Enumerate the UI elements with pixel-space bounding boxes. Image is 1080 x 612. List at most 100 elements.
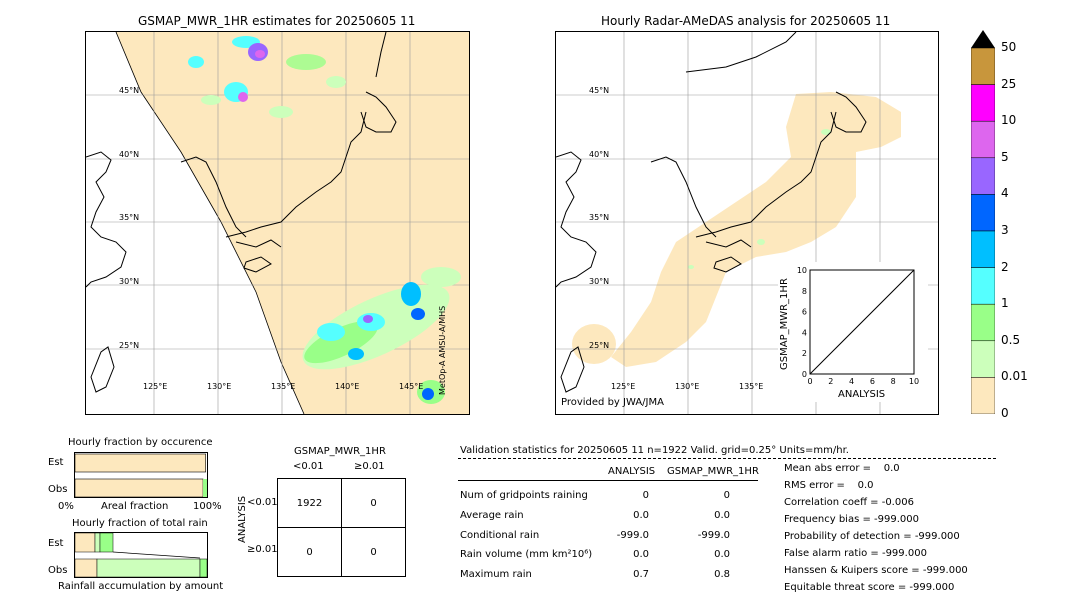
right-lon-130: 130°E <box>675 382 700 391</box>
swath-area <box>116 32 469 414</box>
left-map-title: GSMAP_MWR_1HR estimates for 20250605 11 <box>138 14 416 28</box>
scatter-x-tick: 4 <box>849 377 854 386</box>
colorbar-label: 50 <box>1001 40 1017 54</box>
left-lon-140: 140°E <box>335 382 360 391</box>
score-hk: Hanssen & Kuipers score = -999.000 <box>784 565 968 576</box>
scatter-y-tick: 0 <box>802 370 807 379</box>
colorbar-label: 4 <box>1001 186 1009 201</box>
colorbar-label: 2 <box>1001 259 1009 274</box>
colorbar-label: 3 <box>1001 223 1009 237</box>
score-ets: Equitable threat score = -999.000 <box>784 582 955 593</box>
scatter-plot: 0 2 4 6 8 10 0 2 4 6 8 10 <box>797 266 919 386</box>
colorbar-swatch <box>970 47 996 85</box>
contingency-col-ge: ≥0.01 <box>354 461 385 472</box>
colorbar <box>970 30 996 415</box>
validation-col-gsmap: GSMAP_MWR_1HR <box>667 466 759 477</box>
scatter-y-tick: 4 <box>802 328 807 337</box>
row-analysis: 0.0 <box>633 510 649 521</box>
occurrence-bar-obs-rain <box>203 479 207 497</box>
totalrain-connector <box>112 551 201 559</box>
contingency-row-lt: <0.01 <box>247 497 278 508</box>
scatter-xlabel: ANALYSIS <box>838 389 886 400</box>
totalrain-est-seg3 <box>99 532 114 553</box>
occurrence-chart <box>74 452 208 498</box>
left-map-side-note: MetOp-A AMSU-A/MHS <box>438 305 447 395</box>
row-label: Conditional rain <box>460 530 540 541</box>
validation-col-analysis: ANALYSIS <box>608 466 656 477</box>
totalrain-est-seg2 <box>94 532 101 553</box>
totalrain-chart <box>74 532 208 578</box>
right-lat-40: 40°N <box>589 150 610 159</box>
radar-coverage-south <box>572 324 616 364</box>
right-lat-35: 35°N <box>589 213 610 222</box>
row-analysis: 0 <box>642 490 649 501</box>
rain-south <box>302 267 461 404</box>
radar-coverage <box>611 92 901 367</box>
row-label: Rain volume (mm km²10⁶) <box>460 549 593 560</box>
totalrain-xlabel: Rainfall accumulation by amount <box>58 581 224 592</box>
left-map-canvas <box>86 32 469 414</box>
colorbar-swatch <box>970 340 996 378</box>
contingency-row-ge: ≥0.01 <box>247 544 278 555</box>
occurrence-bars <box>74 452 208 498</box>
row-label: Average rain <box>460 510 524 521</box>
colorbar-swatch <box>970 267 996 305</box>
scatter-ylabel: GSMAP_MWR_1HR <box>779 278 790 370</box>
scatter-diagonal <box>809 269 915 375</box>
scatter-y-tick: 10 <box>797 266 807 275</box>
scatter-y-tick: 8 <box>802 287 807 296</box>
row-analysis: 0.0 <box>633 549 649 560</box>
left-lat-45: 45°N <box>119 86 140 95</box>
colorbar-label: 0.01 <box>1001 369 1028 384</box>
colorbar-swatch <box>970 84 996 122</box>
left-map <box>85 31 470 415</box>
row-gsmap: 0.8 <box>714 569 730 580</box>
row-analysis: 0.7 <box>633 569 649 580</box>
validation-col-rule <box>458 480 758 481</box>
score-freq-bias: Frequency bias = -999.000 <box>784 514 919 525</box>
totalrain-frame <box>74 532 208 578</box>
occurrence-est-label: Est <box>48 457 64 468</box>
contingency-cell-22: 0 <box>341 527 406 577</box>
contingency-cell-11: 1922 <box>277 478 342 528</box>
right-lat-45: 45°N <box>589 86 610 95</box>
contingency-cell-21: 0 <box>277 527 342 577</box>
scatter-x-tick: 0 <box>807 377 812 386</box>
colorbar-swatch <box>970 120 996 159</box>
occurrence-x0: 0% <box>58 501 74 512</box>
colorbar-label: 5 <box>1001 149 1009 164</box>
right-lon-125: 125°E <box>611 382 636 391</box>
row-gsmap: 0.0 <box>714 510 730 521</box>
colorbar-arrow <box>971 30 995 48</box>
right-map-title: Hourly Radar-AMeDAS analysis for 2025060… <box>601 14 891 28</box>
occurrence-bar-obs <box>74 478 204 498</box>
row-gsmap: 0 <box>723 490 730 501</box>
scatter-inset: 0 2 4 6 8 10 0 2 4 6 8 10 <box>778 262 928 402</box>
scatter-frame <box>809 269 915 375</box>
validation-header-rule <box>458 458 996 459</box>
right-map-credit: Provided by JWA/JMA <box>561 397 664 408</box>
colorbar-swatch <box>970 303 996 342</box>
totalrain-obs-seg2 <box>96 558 201 578</box>
occurrence-title: Hourly fraction by occurence <box>68 437 213 448</box>
colorbar-label: 10 <box>1001 113 1017 128</box>
left-lon-135: 135°E <box>271 382 296 391</box>
row-label: Maximum rain <box>460 569 532 580</box>
occurrence-bar-est <box>74 453 206 473</box>
score-mae: Mean abs error = 0.0 <box>784 463 900 474</box>
scatter-x-tick: 6 <box>870 377 875 386</box>
row-label: Num of gridpoints raining <box>460 490 588 501</box>
totalrain-obs-seg3 <box>199 558 208 578</box>
contingency-col-lt: <0.01 <box>293 461 324 472</box>
scatter-x-tick: 10 <box>909 377 919 386</box>
totalrain-obs-label: Obs <box>48 565 68 576</box>
right-lat-25: 25°N <box>589 341 610 350</box>
contingency-grid: 1922 0 0 0 <box>277 478 406 577</box>
right-lat-30: 30°N <box>589 277 610 286</box>
totalrain-title: Hourly fraction of total rain <box>72 518 208 529</box>
row-gsmap: -999.0 <box>697 530 730 541</box>
scatter-y-tick: 2 <box>802 349 807 358</box>
radar-light-rain <box>688 129 831 269</box>
colorbar-canvas <box>970 30 996 415</box>
left-lat-30: 30°N <box>119 277 140 286</box>
